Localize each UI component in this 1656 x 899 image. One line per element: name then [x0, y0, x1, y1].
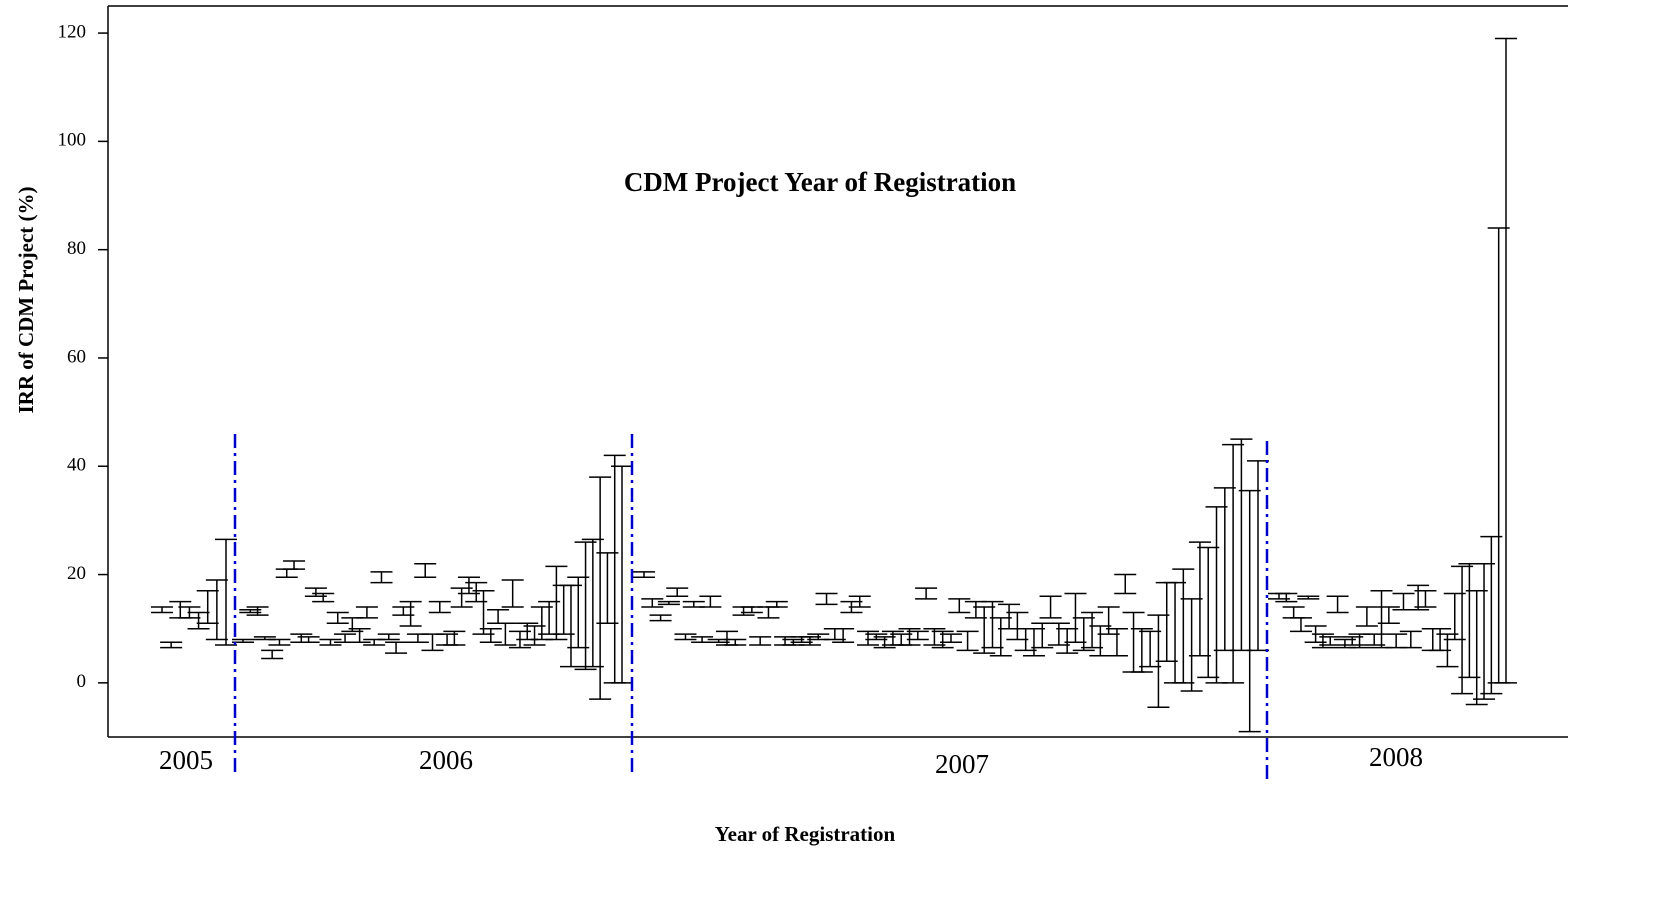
year-label: 2006 — [419, 745, 473, 775]
y-tick-label: 60 — [67, 346, 86, 367]
chart-title: CDM Project Year of Registration — [624, 167, 1016, 197]
y-tick-label: 120 — [58, 21, 87, 42]
y-tick-label: 80 — [67, 238, 86, 259]
year-label: 2007 — [935, 749, 989, 779]
y-tick-label: 0 — [77, 671, 87, 692]
year-label: 2005 — [159, 745, 213, 775]
y-axis-label: IRR of CDM Project (%) — [14, 186, 38, 413]
y-tick-label: 100 — [58, 130, 87, 151]
y-tick-label: 20 — [67, 563, 86, 584]
year-label: 2008 — [1369, 742, 1423, 772]
x-axis-label: Year of Registration — [715, 822, 896, 846]
y-tick-label: 40 — [67, 455, 86, 476]
